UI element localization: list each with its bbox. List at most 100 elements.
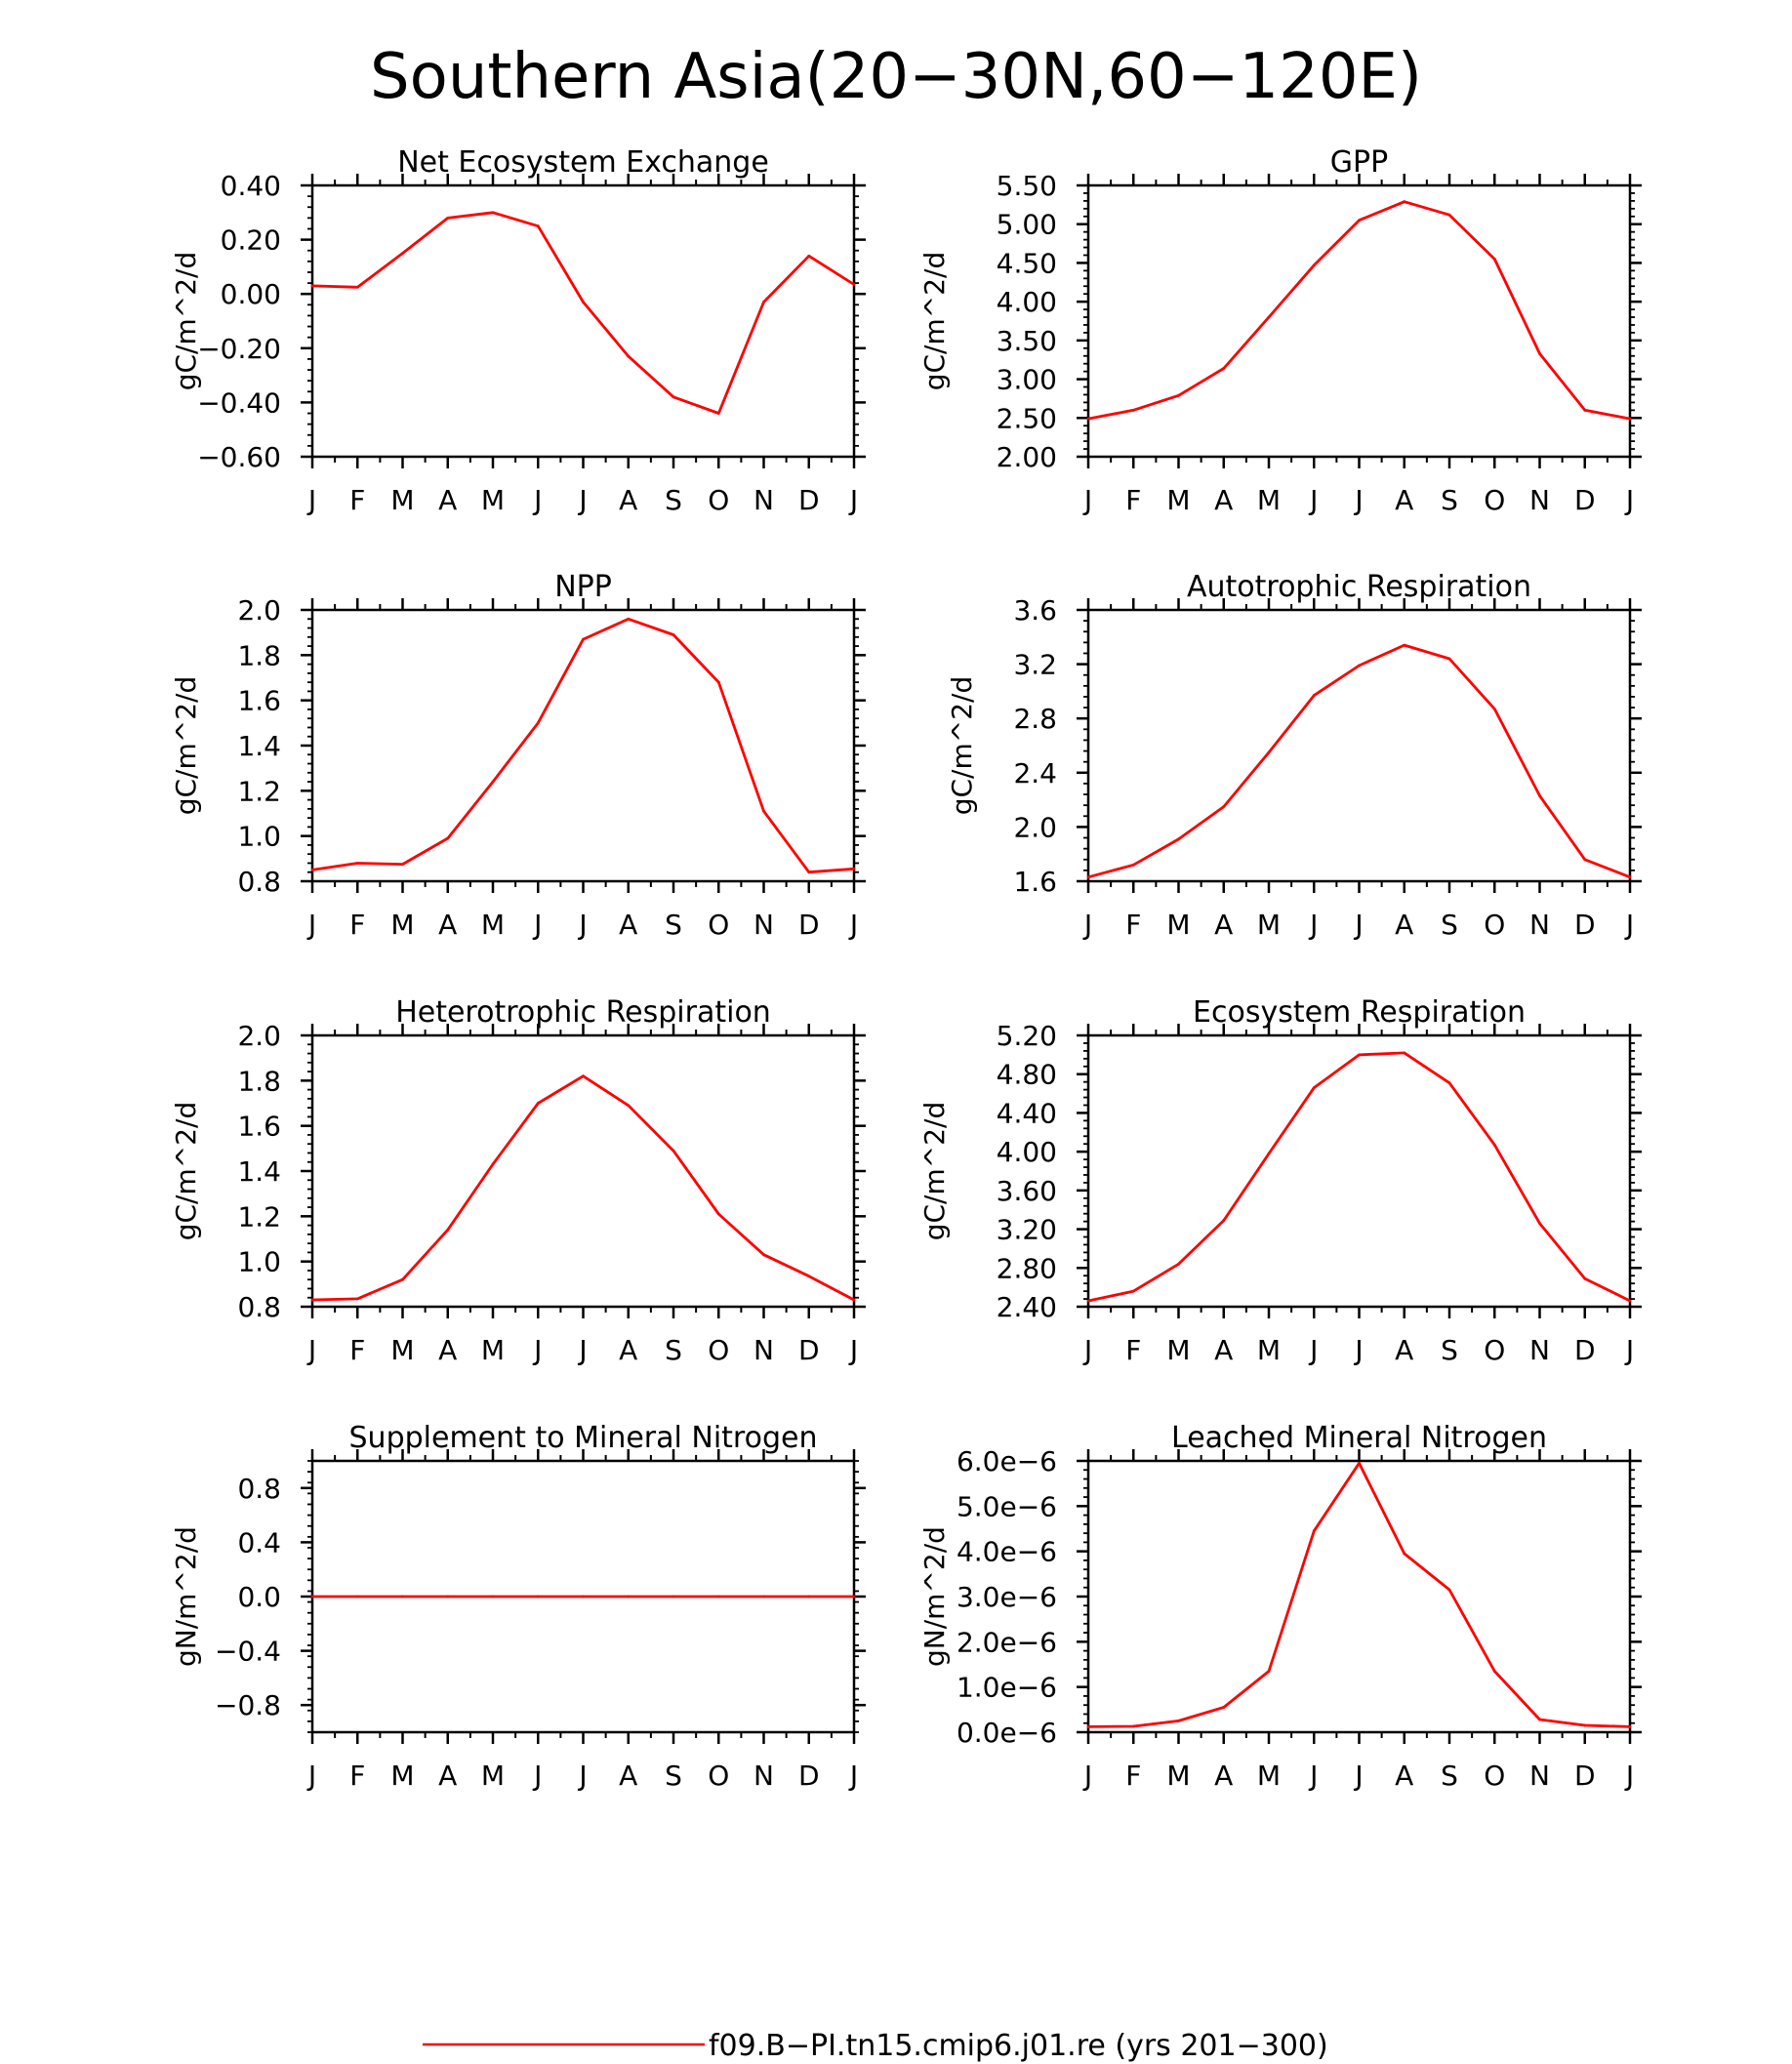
chart-7-xtick-label: J	[848, 1760, 858, 1792]
chart-4-series-line	[1087, 643, 1631, 879]
chart-4-xtick-label: M	[1166, 909, 1190, 941]
chart-4-xtick-label: F	[1125, 909, 1141, 941]
chart-6-ytick-label: 4.80	[997, 1059, 1057, 1091]
chart-7-point	[852, 1595, 856, 1599]
chart-6-point	[1267, 1152, 1271, 1155]
chart-8-point	[1267, 1670, 1271, 1673]
chart-3-frame	[310, 608, 856, 883]
chart-8-point	[1492, 1670, 1496, 1673]
chart-1-xtick-label: M	[481, 484, 505, 516]
chart-8-xtick-label: A	[1395, 1760, 1413, 1792]
chart-8-xtick-label: J	[1308, 1760, 1318, 1792]
chart-7-ylabel: gN/m^2/d	[170, 1526, 202, 1667]
chart-1-xtick-label: N	[753, 484, 774, 516]
chart-7-point	[355, 1595, 359, 1599]
chart-3-point	[491, 780, 495, 784]
chart-3-ytick-label: 0.8	[237, 866, 281, 898]
chart-3-xtick-label: J	[306, 909, 316, 941]
chart-6-point	[1086, 1299, 1090, 1303]
chart-1-xtick-label: S	[665, 484, 682, 516]
chart-2-ylabel: gC/m^2/d	[918, 252, 951, 391]
chart-2-ytick-label: 4.00	[997, 286, 1057, 318]
chart-4-ytick-label: 3.6	[1013, 594, 1057, 627]
chart-8-point	[1131, 1724, 1135, 1728]
chart-6-point	[1628, 1299, 1632, 1303]
chart-7-point	[582, 1595, 585, 1599]
chart-4-ylabel: gC/m^2/d	[946, 676, 978, 816]
chart-2-xtick-label: S	[1441, 484, 1458, 516]
chart-7-xtick-label: S	[665, 1760, 682, 1792]
chart-4-point	[1403, 643, 1406, 647]
chart-6-xtick-label: D	[1574, 1334, 1596, 1366]
chart-6-point	[1222, 1219, 1226, 1223]
chart-5-ytick-label: 2.0	[237, 1020, 281, 1052]
chart-8-frame	[1086, 1459, 1632, 1734]
chart-7-xtick-label: M	[390, 1760, 414, 1792]
chart-7-ytick-label: −0.8	[215, 1689, 281, 1721]
chart-3-xtick-label: J	[532, 909, 542, 941]
chart-5-point	[852, 1298, 856, 1302]
chart-1-xtick-label: M	[390, 484, 414, 516]
chart-8-xtick-label: M	[1257, 1760, 1281, 1792]
chart-6-point	[1538, 1222, 1541, 1226]
chart-6-ytick-label: 4.00	[997, 1136, 1057, 1168]
chart-6-xtick-label: J	[1624, 1334, 1634, 1366]
chart-6-frame	[1086, 1033, 1632, 1309]
chart-3-point	[762, 809, 765, 813]
chart-7-ytick-label: 0.0	[237, 1581, 281, 1613]
chart-2-ytick-label: 4.50	[997, 247, 1057, 279]
chart-2-point	[1447, 213, 1451, 217]
chart-4-point	[1086, 875, 1090, 879]
chart-1-point	[401, 252, 404, 255]
chart-5-point	[582, 1074, 585, 1078]
chart-7-xtick-label: O	[708, 1760, 729, 1792]
chart-6-xtick-label: O	[1484, 1334, 1505, 1366]
chart-3-point	[310, 869, 314, 871]
chart-6-xtick-label: A	[1214, 1334, 1233, 1366]
chart-4-ytick-label: 2.8	[1013, 703, 1057, 735]
chart-5-xtick-label: M	[481, 1334, 505, 1366]
chart-5-point	[762, 1253, 765, 1257]
chart-3-xtick-label: S	[665, 909, 682, 941]
chart-8-point	[1403, 1552, 1406, 1556]
chart-7-point	[807, 1595, 811, 1599]
chart-1-ytick-label: 0.40	[221, 170, 281, 202]
chart-7-xtick-label: A	[438, 1760, 457, 1792]
chart-3-ytick-label: 1.8	[237, 639, 281, 671]
chart-6-point	[1358, 1053, 1361, 1057]
chart-3-xtick-label: J	[577, 909, 587, 941]
legend-label: f09.B−PI.tn15.cmip6.j01.re (yrs 201−300)	[709, 2029, 1328, 2063]
chart-5-ytick-label: 1.6	[237, 1111, 281, 1143]
chart-2-point	[1312, 263, 1316, 267]
chart-6-ytick-label: 3.20	[997, 1214, 1057, 1246]
chart-1-xtick-label: A	[438, 484, 457, 516]
chart-1-xtick-label: A	[619, 484, 637, 516]
chart-4-point	[1267, 750, 1271, 754]
chart-3-xtick-label: M	[390, 909, 414, 941]
chart-3-point	[672, 633, 675, 636]
chart-8-point	[1538, 1718, 1541, 1721]
chart-6-xtick-label: S	[1441, 1334, 1458, 1366]
chart-4-xtick-label: D	[1574, 909, 1596, 941]
chart-1-point	[536, 224, 540, 228]
chart-7-ytick-label: 0.8	[237, 1473, 281, 1505]
chart-4-xtick-label: O	[1484, 909, 1505, 941]
chart-2-point	[1628, 417, 1632, 421]
chart-8-xtick-label: J	[1353, 1760, 1363, 1792]
chart-5-xtick-label: F	[349, 1334, 365, 1366]
chart-5-xtick-label: S	[665, 1334, 682, 1366]
chart-1-ylabel: gC/m^2/d	[170, 252, 202, 391]
chart-1-series-line	[311, 211, 855, 415]
chart-5-xtick-label: J	[848, 1334, 858, 1366]
chart-8-point	[1312, 1529, 1316, 1533]
chart-4-ytick-label: 2.4	[1013, 757, 1057, 789]
chart-6-ytick-label: 4.40	[997, 1097, 1057, 1129]
chart-1-point	[310, 284, 314, 288]
chart-1-xtick-label: J	[306, 484, 316, 516]
chart-8-point	[1358, 1461, 1361, 1465]
